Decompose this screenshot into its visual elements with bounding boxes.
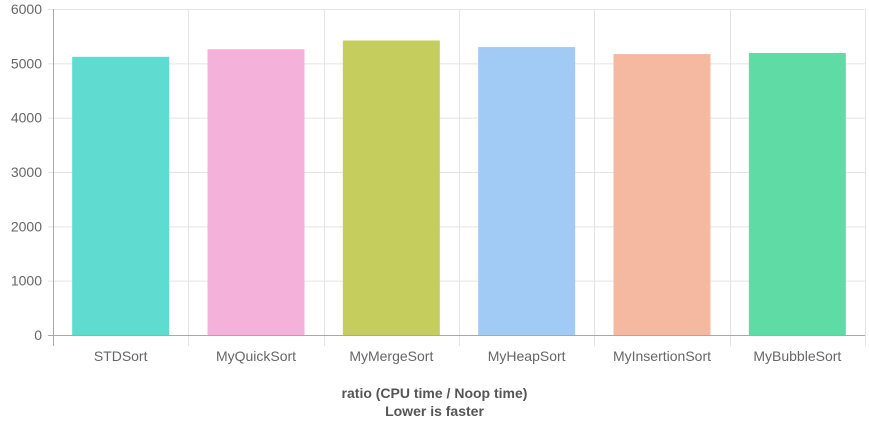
x-tick-label: MyHeapSort	[488, 348, 566, 364]
bar-myquicksort[interactable]	[207, 49, 305, 335]
y-tick-labels: 0 1000 2000 3000 4000 5000 6000	[11, 1, 42, 343]
y-tick-label: 4000	[11, 110, 42, 126]
y-tick-label: 1000	[11, 273, 42, 289]
y-tick-label: 0	[34, 327, 42, 343]
grid-lines	[48, 9, 866, 346]
y-tick-label: 3000	[11, 164, 42, 180]
x-tick-label: MyMergeSort	[349, 348, 433, 364]
bar-stdsort[interactable]	[72, 56, 170, 336]
y-tick-label: 2000	[11, 218, 42, 234]
bar-myinsertionsort[interactable]	[613, 54, 711, 335]
x-tick-label: MyBubbleSort	[753, 348, 841, 364]
x-tick-label: MyInsertionSort	[613, 348, 711, 364]
x-tick-label: STDSort	[94, 348, 148, 364]
bars	[72, 40, 846, 336]
y-tick-label: 6000	[11, 1, 42, 17]
x-axis-subtitle: Lower is faster	[385, 403, 484, 419]
y-tick-label: 5000	[11, 55, 42, 71]
bar-mymergesort[interactable]	[342, 40, 440, 335]
x-tick-label: MyQuickSort	[216, 348, 296, 364]
axes	[48, 9, 865, 346]
bar-mybubblesort[interactable]	[748, 53, 846, 335]
x-axis-title: ratio (CPU time / Noop time)	[341, 385, 528, 401]
x-tick-labels: STDSort MyQuickSort MyMergeSort MyHeapSort M…	[94, 348, 842, 364]
bar-myheapsort[interactable]	[478, 47, 576, 336]
